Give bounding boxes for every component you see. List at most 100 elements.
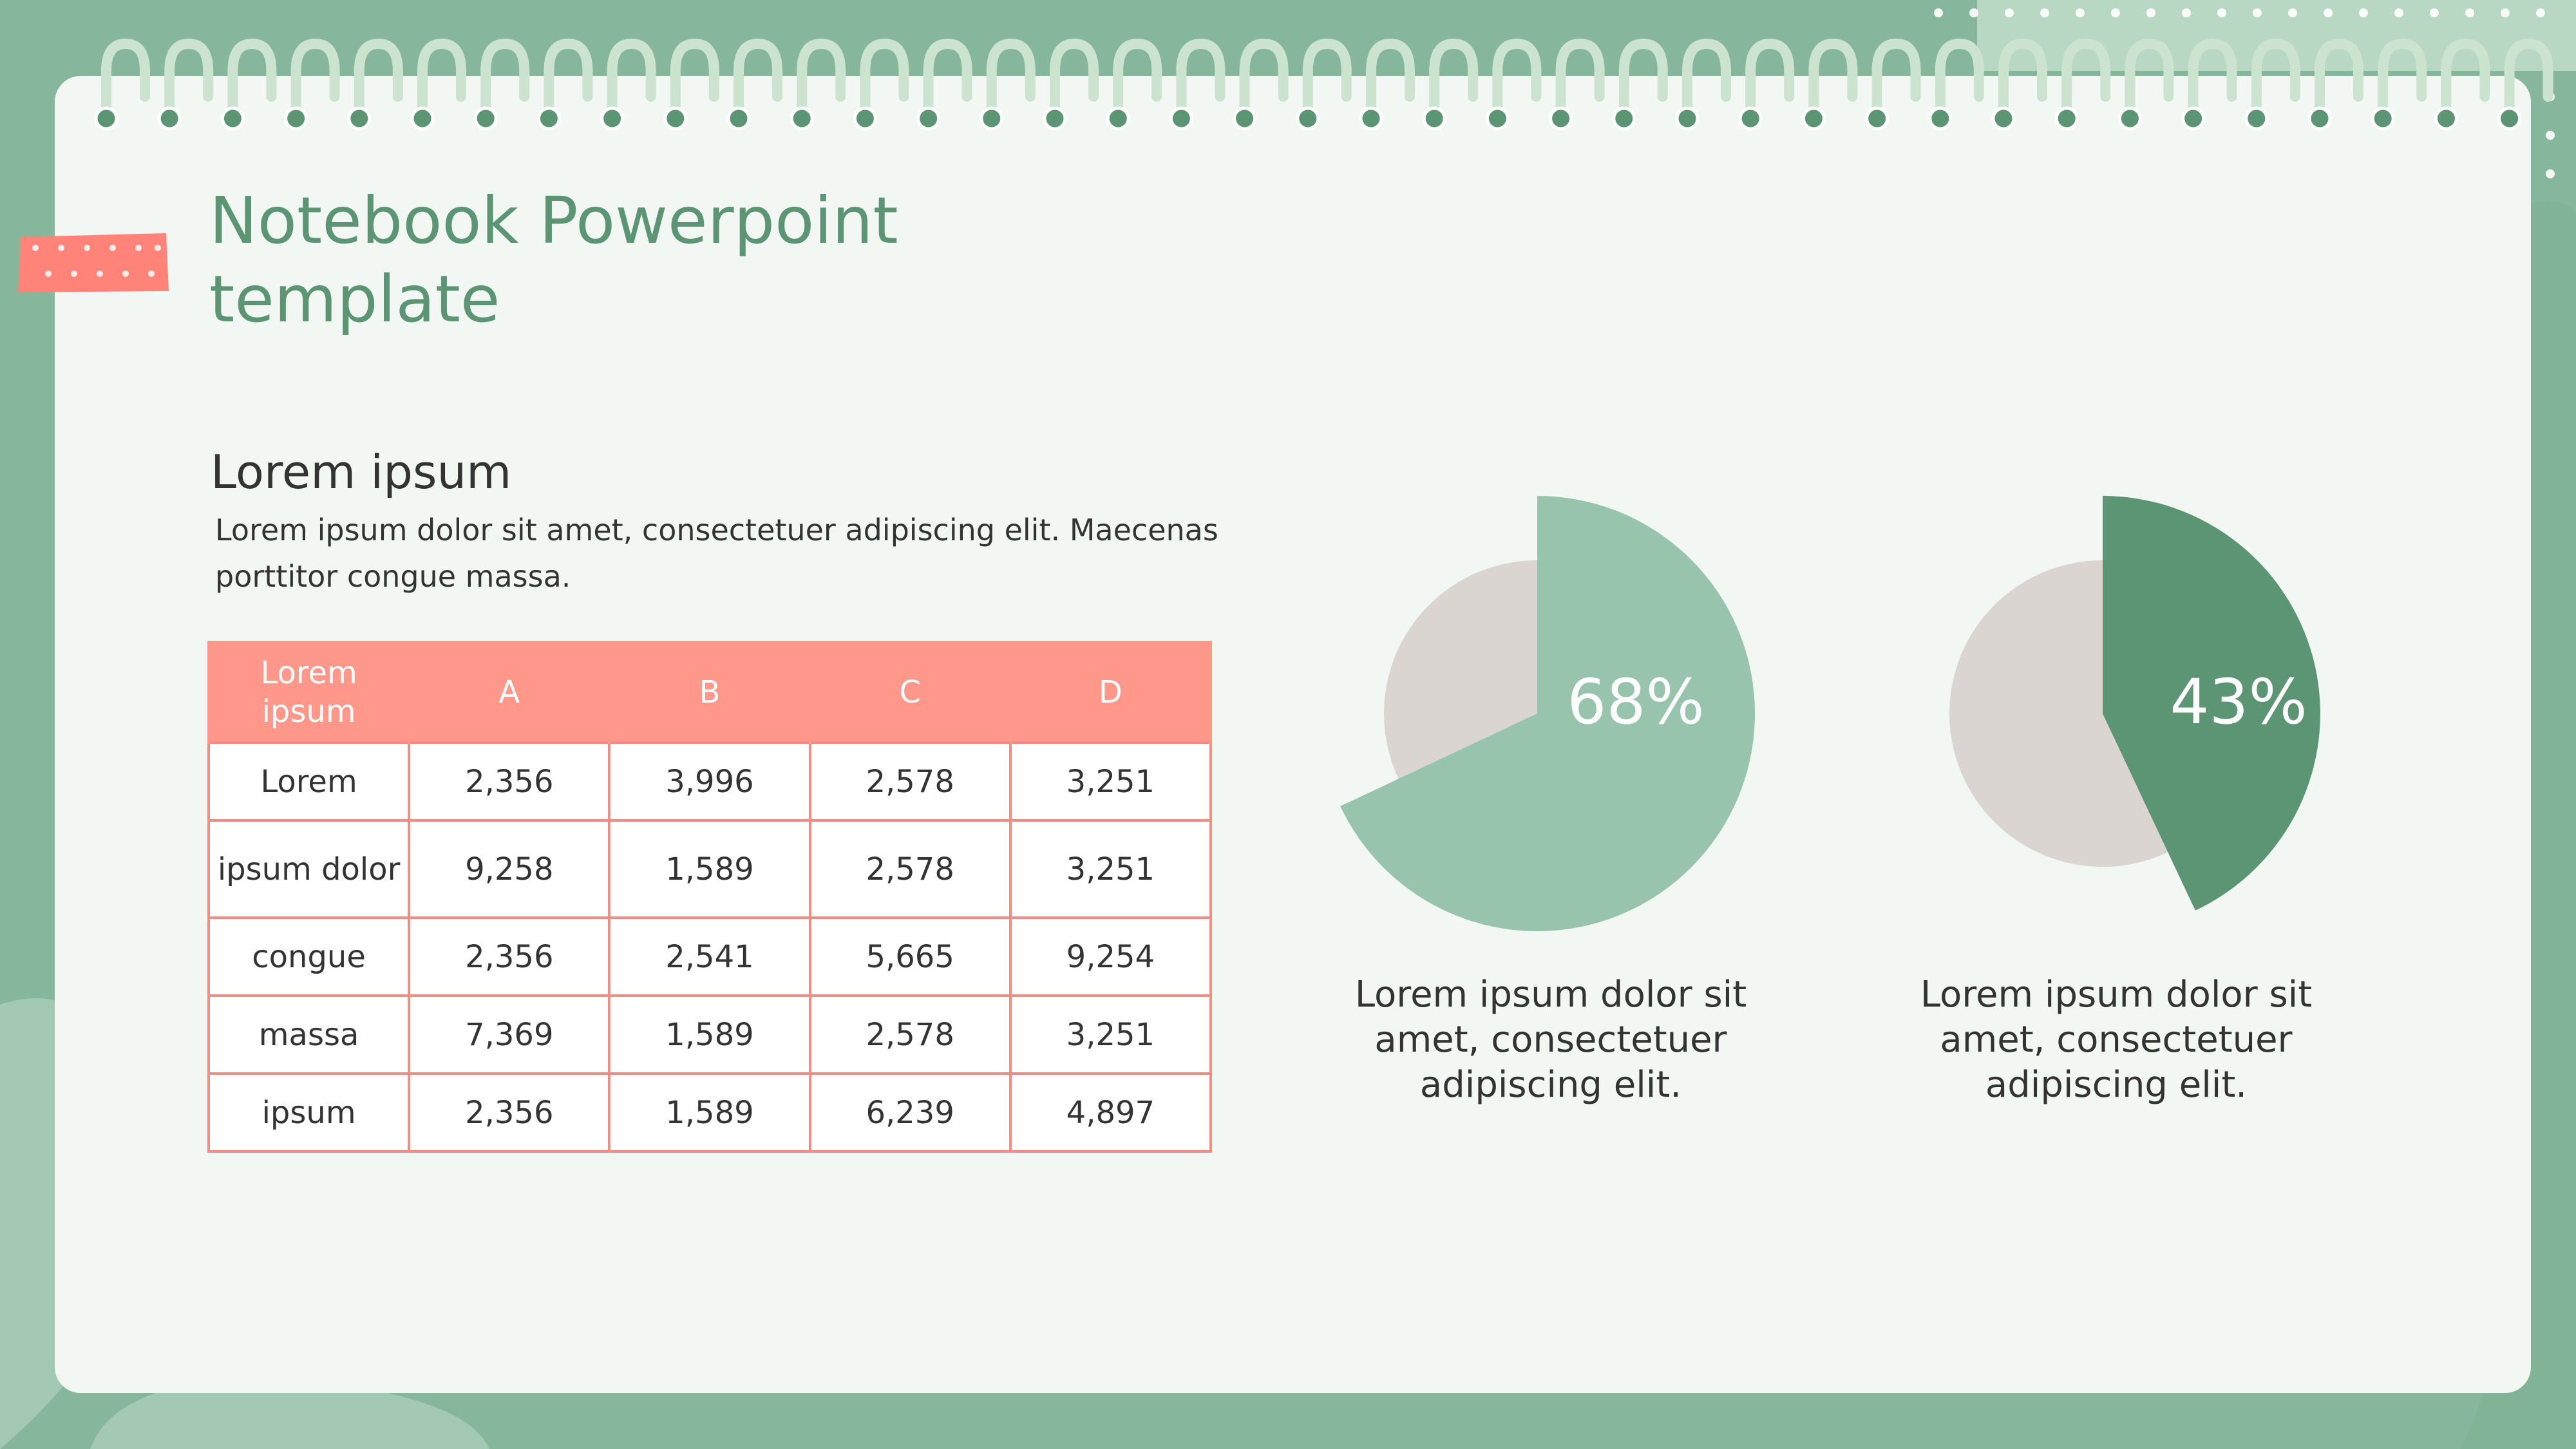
binding-hole — [853, 106, 877, 131]
binding-ring — [1302, 38, 1352, 124]
binding-ring — [1113, 38, 1162, 124]
binding-ring — [227, 38, 277, 124]
binding-hole — [2307, 106, 2332, 131]
binding-hole — [2181, 106, 2206, 131]
pie-value-slice — [1340, 496, 1756, 931]
binding-ring — [2125, 38, 2174, 124]
table-cell: 9,254 — [1009, 916, 1213, 997]
binding-ring — [1050, 38, 1099, 124]
binding-ring — [1618, 38, 1668, 124]
binding-ring — [1239, 38, 1289, 124]
table-cell: 3,251 — [1009, 994, 1213, 1075]
binding-ring — [1682, 38, 1731, 124]
binding-hole — [1612, 106, 1636, 131]
table-cell: 1,589 — [608, 994, 811, 1075]
pie-data-label: 68% — [1567, 666, 1704, 738]
table-cell: 2,578 — [808, 741, 1012, 822]
table-cell: 7,369 — [408, 994, 611, 1075]
table-cell: 9,258 — [408, 819, 611, 919]
table-cell: 3,251 — [1009, 741, 1213, 822]
table-row: Lorem 2,356 3,996 2,578 3,251 — [207, 741, 1213, 822]
slide-title: Notebook Powerpoint template — [209, 183, 898, 337]
binding-hole — [1991, 106, 2016, 131]
binding-hole — [2244, 106, 2269, 131]
table-cell: ipsum dolor — [207, 819, 411, 919]
binding-ring — [2378, 38, 2427, 124]
table-row: ipsum dolor 9,258 1,589 2,578 3,251 — [207, 819, 1213, 919]
binding-ring — [2504, 38, 2553, 124]
binding-ring — [797, 38, 846, 124]
binding-ring — [607, 38, 656, 124]
binding-hole — [536, 106, 561, 131]
pie-caption: Lorem ipsum dolor sit amet, consectetuer… — [1920, 974, 2313, 1106]
table-cell: congue — [207, 916, 411, 997]
binding-hole — [2371, 106, 2395, 131]
table-header-row: Lorem ipsum A B C D — [207, 641, 1213, 743]
table-cell: 2,578 — [808, 819, 1012, 919]
binding-ring — [670, 38, 719, 124]
table-header-cell: D — [1009, 641, 1213, 743]
binding-hole — [410, 106, 435, 131]
binding-hole — [663, 106, 688, 131]
binding-hole — [600, 106, 625, 131]
section-body: Lorem ipsum dolor sit amet, consectetuer… — [215, 513, 1218, 594]
binding-ring — [1808, 38, 1858, 124]
binding-ring — [1366, 38, 1415, 124]
pie-caption: Lorem ipsum dolor sit amet, consectetuer… — [1354, 974, 1747, 1106]
binding-hole — [1106, 106, 1130, 131]
binding-ring — [1555, 38, 1605, 124]
table-header-cell: B — [608, 641, 811, 743]
binding-hole — [1422, 106, 1446, 131]
table-header-cell: Lorem ipsum — [207, 641, 411, 743]
table-row: ipsum 2,356 1,589 6,239 4,897 — [207, 1072, 1213, 1153]
section-heading: Lorem ipsum — [211, 445, 512, 499]
binding-hole — [2434, 106, 2458, 131]
binding-ring — [1935, 38, 1984, 124]
table-cell: massa — [207, 994, 411, 1075]
binding-ring — [544, 38, 593, 124]
table-header-cell: C — [808, 641, 1012, 743]
binding-hole — [726, 106, 751, 131]
binding-ring — [734, 38, 782, 124]
binding-hole — [2497, 106, 2522, 131]
binding-ring — [164, 38, 214, 124]
binding-hole — [94, 106, 118, 131]
table-cell: 2,578 — [808, 994, 1012, 1075]
binding-ring — [1176, 38, 1226, 124]
binding-ring — [417, 38, 466, 124]
binding-hole — [1675, 106, 1700, 131]
table-cell: 6,239 — [808, 1072, 1012, 1153]
binding-hole — [2054, 106, 2079, 131]
table-cell: Lorem — [207, 741, 411, 822]
binding-ring — [290, 38, 340, 124]
binding-ring — [2061, 38, 2111, 124]
binding-ring — [2441, 38, 2490, 124]
binding-ring — [860, 38, 909, 124]
binding-ring — [101, 38, 150, 124]
binding-hole — [347, 106, 372, 131]
binding-hole — [220, 106, 245, 131]
table-cell: 3,996 — [608, 741, 811, 822]
table-row: congue 2,356 2,541 5,665 9,254 — [207, 916, 1213, 997]
binding-hole — [1359, 106, 1383, 131]
binding-hole — [1865, 106, 1889, 131]
binding-hole — [1233, 106, 1257, 131]
binding-ring — [2251, 38, 2300, 124]
binding-hole — [1043, 106, 1067, 131]
binding-hole — [916, 106, 941, 131]
data-table: Lorem ipsum A B C D Lorem 2,356 3,996 2,… — [207, 641, 1213, 1153]
table-cell: 1,589 — [608, 1072, 811, 1153]
table-cell: 3,251 — [1009, 819, 1213, 919]
table-cell: 2,356 — [408, 741, 611, 822]
binding-ring — [2188, 38, 2237, 124]
binding-hole — [284, 106, 308, 131]
table-header-cell: A — [408, 641, 611, 743]
binding-ring — [1492, 38, 1542, 124]
table-cell: 2,356 — [408, 1072, 611, 1153]
binding-hole — [473, 106, 498, 131]
pie-data-label: 43% — [2170, 666, 2307, 738]
